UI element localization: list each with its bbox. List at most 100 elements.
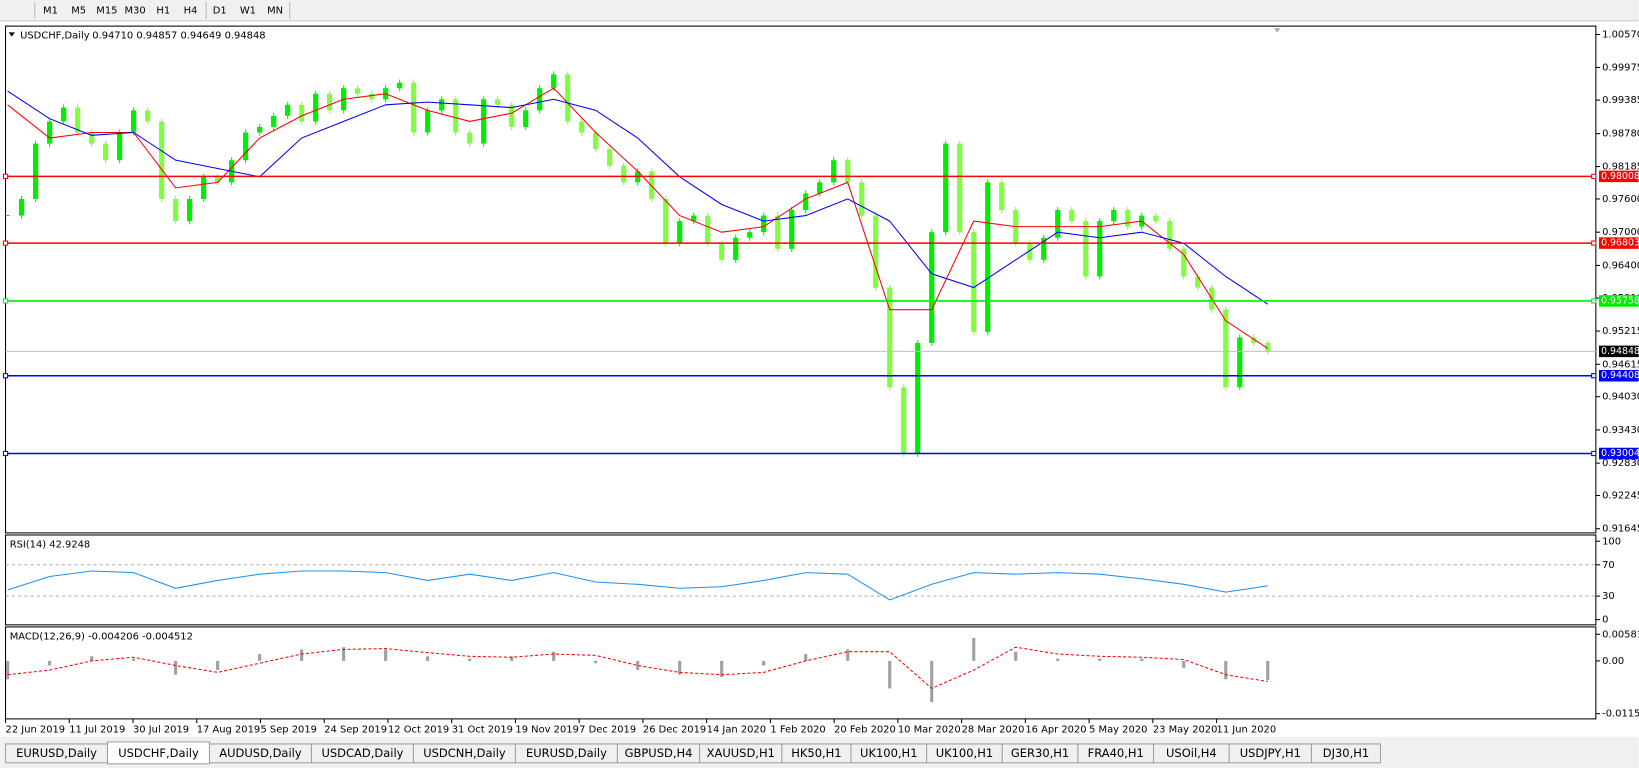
level-handle[interactable] <box>2 373 9 379</box>
macd-signal-line <box>7 646 1268 689</box>
timeframe-button[interactable]: D1 <box>213 5 227 16</box>
level-handle[interactable] <box>1591 373 1597 379</box>
macd-histogram-bar <box>1056 658 1060 661</box>
chart-tab-label[interactable]: XAUUSD,H1 <box>707 746 775 760</box>
chart-tab-label[interactable]: DJ30,H1 <box>1323 746 1369 760</box>
timeframe-button[interactable]: H4 <box>184 5 198 16</box>
x-tick-label: 26 Dec 2019 <box>643 724 706 735</box>
candle-body <box>719 243 725 260</box>
panel-title: MACD(12,26,9) -0.004206 -0.004512 <box>10 631 193 642</box>
candle-body <box>663 198 669 244</box>
macd-histogram-bar <box>1224 660 1228 680</box>
macd-histogram-bar <box>342 647 346 661</box>
timeframe-button[interactable]: M5 <box>71 5 86 16</box>
current-price-label: 0.94848 <box>1601 346 1639 357</box>
current-price-box <box>1598 345 1639 358</box>
y-tick-label: 0.99385 <box>1602 95 1639 106</box>
chart-tab-label[interactable]: UK100,H1 <box>936 746 993 760</box>
timeframe-button[interactable]: M30 <box>125 5 146 16</box>
candle-body <box>817 182 823 194</box>
panel-title: USDCHF,Daily <box>20 31 90 42</box>
candle-body <box>649 171 655 199</box>
level-label-box <box>1598 369 1639 382</box>
macd-histogram-bar <box>1140 658 1144 661</box>
candle-body <box>397 82 403 89</box>
candle-body <box>1125 210 1131 227</box>
level-handle[interactable] <box>2 240 9 246</box>
x-tick-label: 24 Sep 2019 <box>324 724 387 735</box>
candle-body <box>747 232 753 238</box>
dropdown-arrow[interactable] <box>8 32 15 37</box>
chart-tab-label[interactable]: USDCHF,Daily <box>118 746 199 760</box>
level-label-box <box>1598 447 1639 460</box>
chart-tab-label[interactable]: GER30,H1 <box>1011 746 1069 760</box>
chart-tab-label[interactable]: USDJPY,H1 <box>1240 746 1301 760</box>
y-tick-label: 0.00 <box>1602 656 1624 667</box>
chart-tab-label[interactable]: AUDUSD,Daily <box>219 746 302 760</box>
level-handle[interactable] <box>1591 450 1597 457</box>
x-tick-label: 31 Oct 2019 <box>452 724 513 735</box>
candle-body <box>1097 221 1103 277</box>
level-handle[interactable] <box>1591 298 1597 304</box>
level-handle[interactable] <box>2 298 9 304</box>
chart-tab-label[interactable]: USOil,H4 <box>1166 746 1217 760</box>
chart-tab[interactable] <box>1310 743 1382 764</box>
chart-tab-label[interactable]: USDCAD,Daily <box>321 746 403 760</box>
chart-tab-label[interactable]: UK100,H1 <box>860 746 917 760</box>
candle-body <box>691 215 697 222</box>
x-tick-label: 17 Aug 2019 <box>197 724 260 735</box>
moving-average <box>7 90 1269 305</box>
level-handle[interactable] <box>2 173 9 179</box>
candle-body <box>145 110 151 122</box>
timeframe-button[interactable]: W1 <box>240 5 256 16</box>
macd-histogram-bar <box>1182 660 1186 668</box>
macd-histogram-bar <box>594 660 598 664</box>
candle-body <box>733 237 739 260</box>
candle-body <box>677 221 683 244</box>
chart-tab-label[interactable]: USDCNH,Daily <box>423 746 506 760</box>
candle-body <box>929 232 935 343</box>
timeframe-button[interactable]: M15 <box>96 5 117 16</box>
candle-body <box>943 143 949 233</box>
candle-body <box>201 176 207 199</box>
chart-tab-label[interactable]: FRA40,H1 <box>1088 746 1144 760</box>
candle-body <box>1069 210 1075 222</box>
candle-body <box>831 160 837 183</box>
macd-histogram-bar <box>846 649 850 661</box>
candle-body <box>901 387 907 454</box>
candle-body <box>285 104 291 116</box>
moving-average <box>7 87 1269 349</box>
macd-histogram-bar <box>90 656 94 661</box>
x-tick-label: 16 Apr 2020 <box>1025 724 1086 735</box>
y-tick-label: 100 <box>1602 536 1621 547</box>
chart-tab-label[interactable]: GBPUSD,H4 <box>625 746 693 760</box>
timeframe-button[interactable]: M1 <box>43 5 58 16</box>
macd-histogram-bar <box>48 660 52 666</box>
candle-body <box>1111 210 1117 222</box>
macd-histogram-bar <box>258 654 262 661</box>
timeframe-button[interactable]: H1 <box>156 5 170 16</box>
level-handle[interactable] <box>1591 173 1597 179</box>
level-label: 0.98008 <box>1601 171 1639 182</box>
candle-body <box>215 176 221 183</box>
rsi-line <box>7 570 1268 601</box>
candle-body <box>257 126 263 133</box>
level-label-box <box>1598 237 1639 249</box>
x-tick-label: 11 Jun 2020 <box>1217 724 1277 735</box>
x-tick-label: 23 May 2020 <box>1153 724 1218 735</box>
level-handle[interactable] <box>2 450 9 457</box>
chart-tab-label[interactable]: EURUSD,Daily <box>16 746 97 760</box>
candle-body <box>327 93 333 111</box>
y-tick-label: 0.005818 <box>1602 629 1639 640</box>
candle-body <box>481 99 487 144</box>
chart-tab-label[interactable]: EURUSD,Daily <box>526 746 607 760</box>
level-handle[interactable] <box>1591 240 1597 246</box>
timeframe-button[interactable]: MN <box>267 5 283 16</box>
candle-body <box>1237 337 1243 388</box>
chart-tab-label[interactable]: HK50,H1 <box>791 746 841 760</box>
macd-histogram-bar <box>384 649 388 661</box>
